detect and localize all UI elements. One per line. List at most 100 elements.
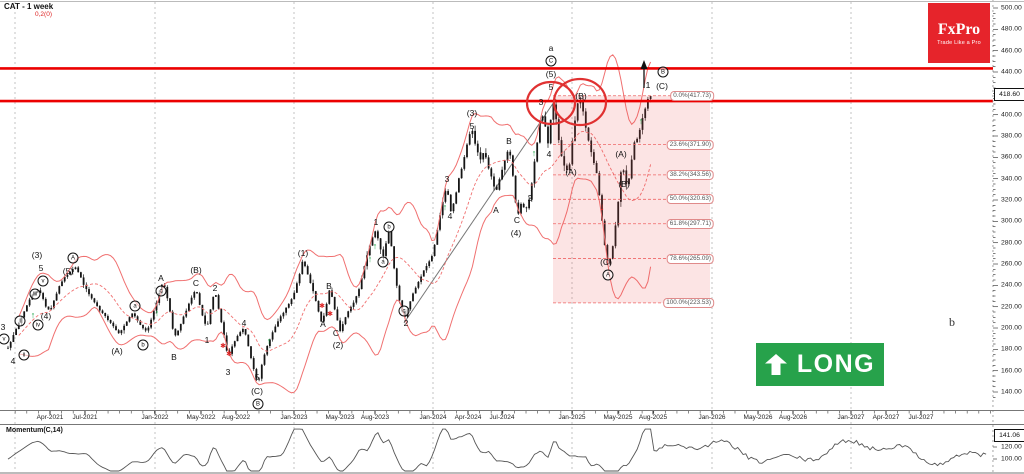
price-axis-label: 340.00 [1001,175,1022,183]
wave-label: (B) [575,91,587,101]
wave-label: a [548,43,554,53]
chart-title: CAT - 1 week [4,2,54,11]
date-axis-label: Apr-2021 [36,414,64,421]
fib-level-label: 50.0%(320.63) [666,194,714,205]
up-arrow-icon [764,354,787,375]
momentum-indicator-label: Momentum(C,14) [6,427,63,434]
wave-label: 1 [373,217,379,227]
wave-label: 5 [254,372,260,382]
wave-label: 5 [548,82,554,92]
long-signal-label: LONG [796,350,876,378]
date-axis-label: May-2022 [186,414,216,421]
fib-level-label: 38.2%(343.56) [666,169,714,180]
wave-label: 1 [204,335,210,345]
fib-level-label: 23.6%(371.90) [666,139,714,150]
wave-label: (A) [565,167,577,177]
price-axis-label: 300.00 [1001,217,1022,225]
wave-label: (3) [466,108,478,118]
wave-label: 2 [212,283,218,293]
momentum-current-value-flag: 141.06 [994,429,1024,442]
highlight-circle [525,80,577,126]
date-axis-label: Jan-2023 [280,414,308,421]
momentum-axis-label: 100.00 [1001,455,1022,463]
wave-label: (5) [62,266,74,276]
wave-label: 4 [241,318,247,328]
date-axis-label: May-2026 [743,414,773,421]
wave-label: 3 [538,97,544,107]
wave-label: v [0,333,10,345]
wave-label: (3) [31,250,43,260]
trendline [403,98,557,324]
price-axis-label: 500.00 [1001,4,1022,12]
price-axis-label: 380.00 [1001,132,1022,140]
wave-label: 4 [447,211,453,221]
wave-label: c [155,285,167,297]
wave-label: 2 [403,318,409,328]
wave-label: 3 [444,174,450,184]
buy-arrow-icon: ↑ [267,336,272,346]
date-axis-label: Apr-2024 [454,414,482,421]
wave-label: c [398,305,410,317]
wave-label: (A) [111,346,123,356]
date-axis-label: Jan-2024 [419,414,447,421]
price-axis-label: 220.00 [1001,303,1022,311]
buy-arrow-icon: ↑ [373,241,378,251]
price-axis-label: 400.00 [1001,111,1022,119]
wave-label: A [602,269,614,281]
price-axis-label: 360.00 [1001,153,1022,161]
wave-label: (4) [40,311,52,321]
wave-label: iv [32,319,44,331]
buy-arrow-icon: ↑ [31,310,36,320]
price-axis-label: 460.00 [1001,47,1022,55]
date-axis-label: May-2023 [325,414,355,421]
wave-label: B [506,136,512,146]
date-axis-label: Jan-2022 [141,414,169,421]
fxpro-logo: FxPro Trade Like a Pro [928,3,990,63]
momentum-line [7,428,987,472]
date-axis-label: Jan-2027 [837,414,865,421]
date-axis-label: Jan-2025 [558,414,586,421]
sell-mark-icon: ✱ [220,342,226,350]
wave-label: A [67,252,79,264]
wave-label: 4 [546,149,552,159]
wave-label: 3 [225,367,231,377]
wave-label: 5 [38,263,44,273]
date-axis-label: Jul-2021 [72,414,98,421]
wave-label: (B) [618,179,630,189]
wave-label: 2 [527,193,533,203]
buy-arrow-icon: ↑ [155,308,160,318]
date-axis-label: Jul-2027 [908,414,934,421]
wave-label: A [158,273,164,283]
wave-label: iii [29,288,41,300]
buy-arrow-icon: ↑ [639,116,644,126]
wave-label: 1 [645,80,651,90]
wave-label: 3 [0,322,6,332]
fxpro-brand-text: FxPro [937,20,981,38]
date-axis-label: Jan-2026 [698,414,726,421]
date-axis-label: Aug-2025 [638,414,668,421]
wave-label: (2) [332,340,344,350]
price-axis-label: 160.00 [1001,367,1022,375]
wave-label: C [513,215,521,225]
price-axis-label: 260.00 [1001,260,1022,268]
date-axis-label: Aug-2023 [360,414,390,421]
wave-label: b [383,221,395,233]
price-axis-label: 320.00 [1001,196,1022,204]
wave-label: (4) [510,228,522,238]
buy-arrow-icon: ↑ [368,254,373,264]
wave-label: C [332,328,340,338]
wave-label: a [377,256,389,268]
wave-label: a [129,300,141,312]
wave-label: C [192,278,200,288]
wave-label: (1) [297,248,309,258]
fxpro-tagline: Trade Like a Pro [937,39,981,46]
wave-label: ii [18,349,30,361]
long-signal-badge: LONG [756,343,884,386]
bollinger-middle [18,130,652,352]
highlight-circle [552,77,608,127]
price-axis-label: 140.00 [1001,388,1022,396]
wave-degree-label: 0,2(0) [35,11,52,18]
wave-label: (B) [190,265,202,275]
